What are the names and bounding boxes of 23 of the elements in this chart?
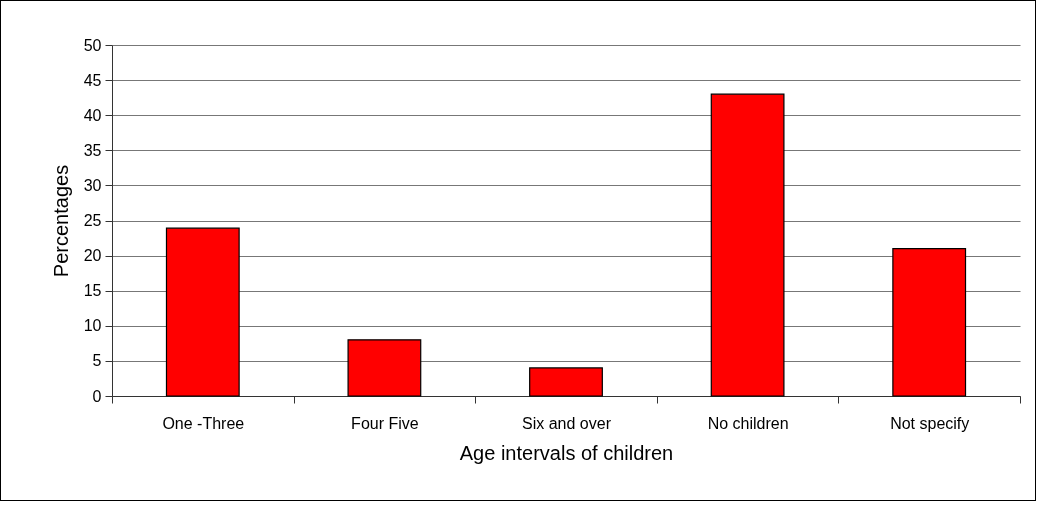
y-tick-label: 50 [83,36,102,54]
y-tick-label: 45 [83,71,102,89]
bar [710,93,785,397]
bar [892,247,967,397]
y-tick-label: 15 [83,282,102,300]
bar [165,227,240,397]
bar [347,339,422,397]
bar [529,367,603,397]
y-tick-label: 30 [83,176,102,194]
y-tick-label: 35 [83,141,102,159]
y-tick-label: 40 [83,106,102,124]
x-tick-label: Not specify [890,414,970,432]
y-tick-label: 10 [83,317,102,335]
y-tick-label: 5 [92,352,102,370]
x-tick-label: No children [707,414,789,432]
x-tick-label: Four Five [351,414,419,432]
x-axis-title: Age intervals of children [459,441,674,464]
y-tick-label: 25 [83,212,102,229]
y-tick-label: 20 [83,247,102,265]
y-axis-title: Percentages [49,164,72,278]
x-tick-label: One -Three [162,414,245,432]
x-tick-label: Six and over [522,414,612,432]
y-tick-label: 0 [92,387,102,405]
